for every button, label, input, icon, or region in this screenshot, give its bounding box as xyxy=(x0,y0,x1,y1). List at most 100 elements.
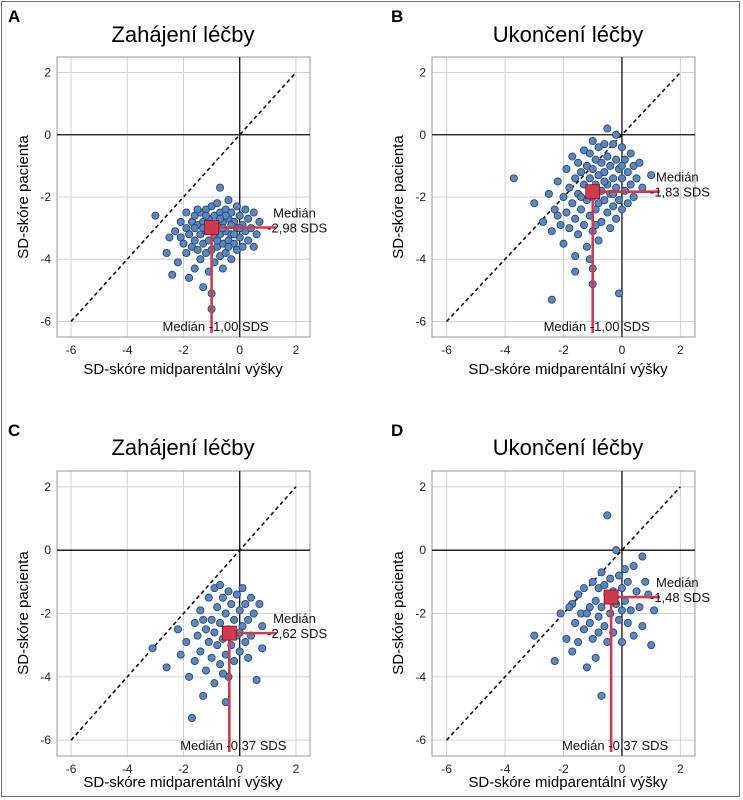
data-point xyxy=(185,273,194,282)
data-point xyxy=(173,258,182,267)
data-point xyxy=(190,264,199,273)
data-point xyxy=(600,622,609,631)
identity-reference-line xyxy=(70,486,297,741)
data-point xyxy=(597,568,606,577)
x-axis-label: SD-skóre midparentální výšky xyxy=(468,774,668,791)
data-point xyxy=(609,140,618,149)
data-point xyxy=(629,562,638,571)
x-tick-label: 0 xyxy=(619,762,626,776)
x-tick-label: -6 xyxy=(441,762,452,776)
data-point xyxy=(249,242,258,251)
median-y-label-value: -1,48 SDS xyxy=(650,590,710,605)
median-y-label-title: Medián xyxy=(273,205,316,220)
data-point xyxy=(594,612,603,621)
data-point xyxy=(582,663,591,672)
data-point xyxy=(201,625,210,634)
data-point xyxy=(635,158,644,167)
data-point xyxy=(244,236,253,245)
data-point xyxy=(647,171,656,180)
data-point xyxy=(594,236,603,245)
data-point xyxy=(609,174,618,183)
data-point xyxy=(201,211,210,220)
y-tick-label: -4 xyxy=(40,670,51,684)
y-tick-label: -6 xyxy=(40,314,51,328)
data-point xyxy=(638,622,647,631)
scatter-panel-a: A Zahájení léčby -6 -4 -2 0 2 -6 -4 -2 0 2 SD-skóre … xyxy=(8,7,327,378)
data-point xyxy=(241,638,250,647)
data-point xyxy=(216,619,225,628)
data-point xyxy=(579,220,588,229)
data-point xyxy=(617,161,626,170)
median-marker xyxy=(585,184,601,200)
data-point xyxy=(635,603,644,612)
data-point xyxy=(585,149,594,158)
data-point xyxy=(638,552,647,561)
data-point xyxy=(230,657,239,666)
data-point xyxy=(216,660,225,669)
data-point xyxy=(615,196,624,205)
data-point xyxy=(615,571,624,580)
data-point xyxy=(176,217,185,226)
data-point xyxy=(190,657,199,666)
x-tick-label: -4 xyxy=(500,762,511,776)
data-point xyxy=(582,242,591,251)
median-y-label-value: -2,62 SDS xyxy=(267,626,327,641)
data-point xyxy=(585,603,594,612)
data-point xyxy=(213,236,222,245)
data-point xyxy=(544,189,553,198)
data-point xyxy=(571,267,580,276)
data-point xyxy=(559,192,568,201)
y-tick-label: -6 xyxy=(40,733,51,747)
data-point xyxy=(571,174,580,183)
y-tick-label: -6 xyxy=(415,314,426,328)
y-tick-label: 0 xyxy=(44,543,51,557)
data-point xyxy=(588,136,597,145)
y-tick-label: -4 xyxy=(40,252,51,266)
data-point xyxy=(213,641,222,650)
data-point xyxy=(187,714,196,723)
data-point xyxy=(574,230,583,239)
x-tick-label: 0 xyxy=(619,343,626,357)
y-tick-label: 2 xyxy=(419,480,426,494)
data-point xyxy=(199,615,208,624)
median-y-label-title: Medián xyxy=(273,611,316,626)
data-point xyxy=(235,211,244,220)
data-point xyxy=(190,224,199,233)
data-point xyxy=(224,196,233,205)
y-tick-label: 2 xyxy=(419,66,426,80)
x-tick-label: -6 xyxy=(66,762,77,776)
data-point xyxy=(182,224,191,233)
data-point xyxy=(606,574,615,583)
data-point xyxy=(588,164,597,173)
data-point xyxy=(530,631,539,640)
data-point xyxy=(241,600,250,609)
data-point xyxy=(565,603,574,612)
data-point xyxy=(182,208,191,217)
data-point xyxy=(182,638,191,647)
data-point xyxy=(249,609,258,618)
data-point xyxy=(210,679,219,688)
data-point xyxy=(550,657,559,666)
data-point xyxy=(629,631,638,640)
median-marker xyxy=(603,589,619,605)
x-tick-label: -4 xyxy=(500,343,511,357)
median-y-label-title: Medián xyxy=(656,170,699,185)
data-point xyxy=(232,202,241,211)
data-point xyxy=(249,208,258,217)
y-axis-label: SD-skóre pacienta xyxy=(390,135,407,259)
data-point xyxy=(600,581,609,590)
data-point xyxy=(227,255,236,264)
data-point xyxy=(173,625,182,634)
y-tick-label: -2 xyxy=(415,607,426,621)
data-point xyxy=(216,183,225,192)
data-point xyxy=(612,214,621,223)
y-tick-label: -4 xyxy=(415,670,426,684)
data-point xyxy=(603,511,612,520)
data-point xyxy=(221,609,230,618)
data-point xyxy=(600,177,609,186)
median-y-label-title: Medián xyxy=(656,575,699,590)
median-x-label: Medián -1,00 SDS xyxy=(162,319,269,334)
data-point xyxy=(196,255,205,264)
data-point xyxy=(238,242,247,251)
data-point xyxy=(606,224,615,233)
